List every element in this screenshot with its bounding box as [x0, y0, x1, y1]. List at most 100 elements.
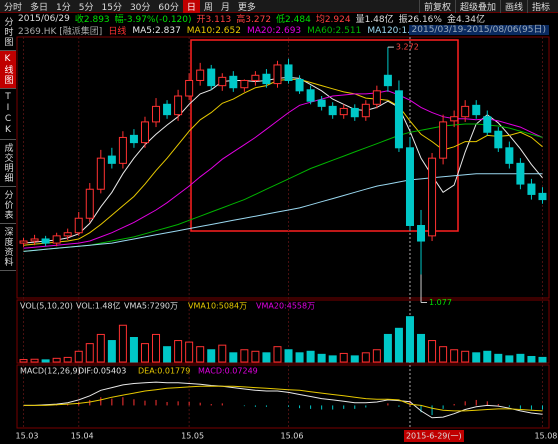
- ma-line: [23, 173, 543, 252]
- volume-bar: [207, 349, 216, 363]
- period-tab[interactable]: 更多: [237, 2, 256, 13]
- candle-body: [372, 90, 381, 105]
- candle-body: [461, 105, 470, 118]
- candle-body: [494, 130, 503, 149]
- candle-body: [140, 121, 149, 144]
- volume-bar: [428, 340, 437, 363]
- candle-body: [317, 99, 326, 107]
- candle-body: [328, 105, 337, 116]
- candle-body: [361, 103, 370, 118]
- volume-bar: [74, 350, 83, 363]
- period-tab[interactable]: 60分: [158, 2, 179, 13]
- candle-body: [118, 136, 127, 164]
- candle-body: [41, 238, 50, 244]
- quote-field: 量1.48亿: [355, 15, 394, 25]
- candle-body: [207, 68, 216, 87]
- candle-body: [174, 95, 183, 116]
- candle-body: [472, 104, 481, 116]
- volume-bar: [339, 352, 348, 363]
- side-tab[interactable]: K线图: [0, 51, 16, 89]
- tool-button[interactable]: 画线: [499, 0, 527, 13]
- candle-body: [251, 74, 260, 81]
- volume-bar: [361, 352, 370, 363]
- volume-bar: [284, 349, 293, 363]
- cursor-date-box: [403, 430, 464, 442]
- candle-body: [240, 79, 249, 89]
- side-tab[interactable]: TICK: [0, 89, 16, 140]
- tool-button[interactable]: 前复权: [418, 0, 455, 13]
- high-label: 3.272: [396, 43, 419, 52]
- candle-body: [483, 116, 492, 133]
- period-tab[interactable]: 分时: [4, 2, 23, 13]
- period-tab[interactable]: 日: [182, 0, 200, 13]
- x-tick-label: 15.06: [281, 432, 304, 441]
- period-tab[interactable]: 15分: [101, 2, 122, 13]
- tool-button[interactable]: 指标: [526, 0, 554, 13]
- volume-bar: [372, 349, 381, 363]
- panel-title: VOL(5,10,20): [20, 302, 73, 311]
- side-tab[interactable]: 分时图: [0, 14, 16, 51]
- candle-body: [417, 224, 426, 242]
- candle-body: [107, 155, 116, 164]
- volume-bar: [63, 356, 72, 363]
- candle-body: [85, 188, 94, 219]
- candle-body: [74, 217, 83, 234]
- volume-bar: [505, 355, 514, 363]
- side-tab[interactable]: 分价表: [0, 187, 16, 224]
- quote-field: 收2.893: [74, 15, 110, 25]
- volume-bar: [295, 352, 304, 363]
- volume-label: VMA20:4558万: [256, 302, 315, 311]
- period-tab[interactable]: 多日: [30, 2, 49, 13]
- volume-bar: [516, 353, 525, 363]
- side-tab[interactable]: 成交明细: [0, 140, 16, 187]
- side-tabs: 分时图 K线图 TICK 成交明细 分价表 深度资料: [0, 14, 16, 271]
- period-tab[interactable]: 30分: [129, 2, 151, 13]
- candle-body: [185, 79, 194, 97]
- tool-button[interactable]: 超级叠加: [454, 0, 500, 13]
- ma-label: MA10:2.652: [186, 25, 241, 36]
- candle-body: [19, 240, 28, 244]
- volume-label: VOL:1.48亿: [76, 301, 121, 311]
- period-tab[interactable]: 月: [220, 2, 230, 13]
- quote-field: 2015/06/29: [18, 13, 70, 24]
- period-tab[interactable]: 周: [203, 2, 213, 13]
- x-tick-label: 2015-6-29(一): [406, 432, 462, 441]
- candle-body: [295, 78, 304, 92]
- candle-body: [163, 103, 172, 116]
- volume-bar: [527, 355, 536, 363]
- ma-label: MA20:2.693: [246, 25, 302, 36]
- volume-bar: [306, 350, 315, 363]
- volume-bar: [383, 333, 392, 363]
- toolbar: 分时 多日 1分 5分 15分 30分 60分日周月更多 前复权 超级叠加 画线 指标: [0, 0, 558, 13]
- volume-bar: [494, 353, 503, 363]
- volume-bar: [30, 358, 39, 363]
- candle-body: [450, 116, 459, 122]
- candle-body: [196, 69, 205, 81]
- candle-body: [383, 74, 392, 87]
- period: 日线: [108, 27, 127, 37]
- period-tab[interactable]: 5分: [78, 2, 94, 13]
- candle-body: [129, 134, 138, 144]
- macd-label: DIF:0.05403: [78, 367, 126, 376]
- candle-body: [439, 121, 448, 159]
- volume-label: VMA5:7290万: [124, 302, 178, 311]
- volume-panel: [16, 299, 550, 364]
- candle-body: [527, 183, 536, 195]
- volume-bar: [174, 340, 183, 363]
- volume-bar: [19, 359, 28, 363]
- volume-bar: [185, 341, 194, 363]
- volume-bar: [118, 324, 127, 363]
- volume-bar: [152, 333, 161, 363]
- candle-body: [96, 157, 105, 190]
- ma-label: MA120:1.990: [367, 25, 428, 36]
- toolbar-right: 前复权 超级叠加 画线 指标: [418, 0, 554, 13]
- candle-body: [262, 73, 271, 85]
- candle-body: [516, 162, 525, 185]
- volume-bar: [107, 340, 116, 363]
- period-tab[interactable]: 1分: [56, 2, 71, 13]
- volume-bar: [417, 333, 426, 363]
- x-tick-label: 15.03: [16, 432, 39, 441]
- side-tab[interactable]: 深度资料: [0, 224, 16, 271]
- volume-bar: [218, 344, 227, 363]
